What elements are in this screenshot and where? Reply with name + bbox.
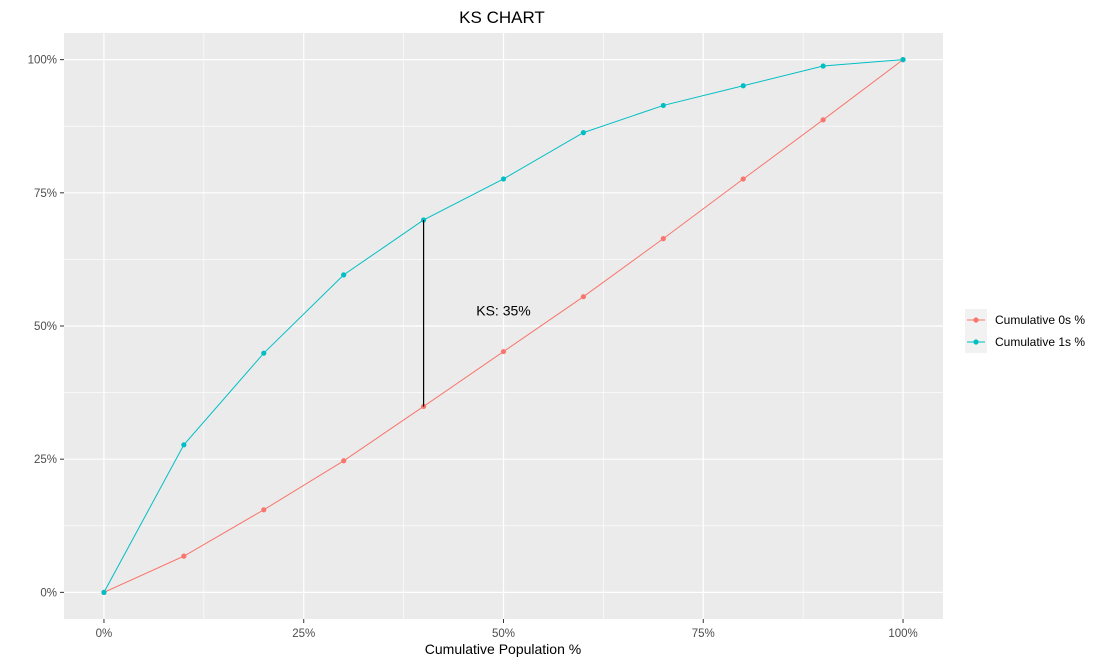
x-tick-label: 100%	[888, 628, 917, 640]
y-tick-label: 50%	[34, 321, 57, 333]
legend-key-point	[973, 317, 979, 323]
y-tick-label: 75%	[34, 188, 57, 200]
series-point-0	[500, 348, 507, 355]
series-point-0	[341, 458, 347, 464]
legend-key-point	[973, 339, 979, 345]
series-point-1	[341, 272, 347, 278]
series-point-1	[181, 442, 187, 448]
annotation-layer: KS: 35%	[476, 302, 530, 318]
y-tick-label: 100%	[28, 55, 57, 67]
series-point-1	[580, 130, 587, 136]
y-tick-label: 25%	[34, 454, 57, 466]
series-point-1	[101, 589, 107, 595]
legend: Cumulative 0s % Cumulative 1s %	[965, 309, 1085, 353]
x-tick-label: 50%	[492, 628, 515, 640]
x-tick-label: 0%	[96, 628, 113, 640]
series-layer	[101, 57, 906, 595]
series-point-1	[660, 102, 666, 109]
x-tick-label: 25%	[292, 628, 315, 640]
y-axis-ticks: 0% 25% 50% 75% 100%	[28, 55, 64, 599]
series-point-0	[261, 507, 267, 513]
series-point-1	[820, 63, 826, 69]
grid-major	[64, 33, 943, 619]
legend-label-0: Cumulative 0s %	[995, 313, 1085, 327]
series-point-0	[740, 176, 746, 182]
x-axis-ticks: 0% 25% 50% 75% 100%	[96, 619, 918, 640]
series-point-0	[820, 117, 826, 123]
series-point-0	[660, 236, 666, 242]
y-tick-label: 0%	[40, 587, 57, 599]
series-point-0	[580, 294, 587, 300]
chart-title: KS CHART	[459, 8, 545, 27]
series-point-1	[261, 350, 267, 356]
x-axis-title: Cumulative Population %	[425, 641, 581, 657]
series-point-1	[500, 176, 507, 182]
series-point-0	[181, 553, 187, 559]
series-point-1	[740, 83, 746, 89]
x-tick-label: 75%	[692, 628, 715, 640]
series-point-1	[900, 57, 906, 63]
ks-annotation: KS: 35%	[476, 302, 530, 318]
legend-label-1: Cumulative 1s %	[995, 335, 1085, 349]
